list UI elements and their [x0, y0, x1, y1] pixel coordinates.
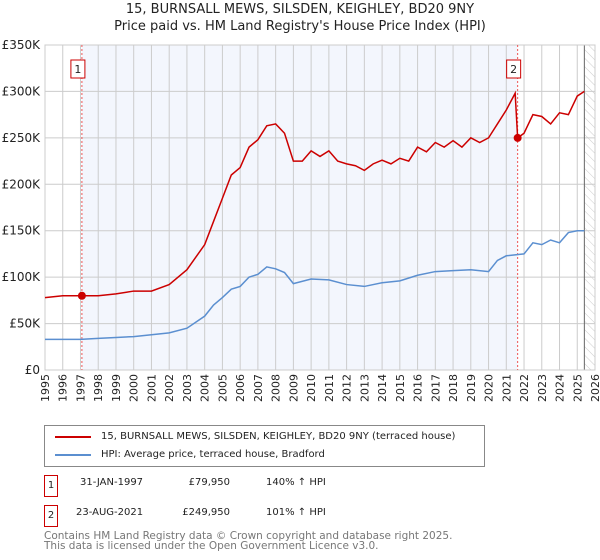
x-tick-label: 2016 [412, 374, 425, 402]
x-tick-label: 1996 [57, 374, 70, 402]
y-tick-label: £50K [9, 317, 41, 331]
chart-subtitle: Price paid vs. HM Land Registry's House … [114, 19, 486, 34]
series-line [45, 229, 585, 341]
footer-line: Contains HM Land Registry data © Crown c… [44, 530, 453, 542]
x-tick-label: 2020 [483, 374, 496, 402]
x-tick-label: 2025 [571, 374, 584, 402]
x-tick-label: 2006 [234, 374, 247, 402]
sale-hpi: 140% ↑ HPI [266, 477, 326, 488]
y-tick-label: £0 [25, 363, 40, 377]
x-tick-label: 2009 [287, 374, 300, 402]
x-tick-label: 2003 [181, 374, 194, 402]
forecast-hatch [584, 45, 595, 370]
x-tick-label: 2002 [163, 374, 176, 402]
footer: Contains HM Land Registry data © Crown c… [44, 530, 453, 552]
annotation-box [506, 59, 522, 79]
x-tick-label: 2000 [128, 374, 141, 402]
footer-line: This data is licensed under the Open Gov… [44, 540, 379, 552]
annotation-label: 2 [510, 63, 517, 76]
legend: 15, BURNSALL MEWS, SILSDEN, KEIGHLEY, BD… [44, 425, 485, 467]
x-tick-label: 2014 [376, 374, 389, 402]
sale-date: 23-AUG-2021 [76, 507, 144, 518]
plot-frame [44, 44, 596, 371]
chart-title: 15, BURNSALL MEWS, SILSDEN, KEIGHLEY, BD… [125, 2, 475, 17]
shaded-period [81, 45, 518, 370]
annotation-label: 1 [74, 63, 81, 76]
legend-item-hpi: HPI: Average price, terraced house, Brad… [55, 449, 325, 460]
x-tick-label: 2021 [500, 374, 513, 402]
x-tick-label: 2008 [270, 374, 283, 402]
x-tick-label: 1998 [92, 374, 105, 402]
x-tick-label: 2013 [358, 374, 371, 402]
x-tick-label: 1995 [39, 374, 52, 402]
x-tick-label: 1997 [74, 374, 87, 402]
x-tick-label: 2001 [145, 374, 158, 402]
legend-item-property: 15, BURNSALL MEWS, SILSDEN, KEIGHLEY, BD… [55, 431, 455, 442]
y-tick-label: £100K [2, 270, 42, 284]
price-chart: £0 £50K £100K £150K £200K £250K £300K £350K 1995… [2, 38, 600, 402]
x-tick-label: 2007 [252, 374, 265, 402]
x-tick-label: 2015 [394, 374, 407, 402]
legend-swatch-red [55, 435, 91, 438]
sale-price: £79,950 [188, 477, 230, 488]
x-tick-label: 2018 [447, 374, 460, 402]
x-tick-label: 2011 [323, 374, 336, 402]
series-line [44, 90, 585, 299]
sale-marker-1: 1 [44, 475, 58, 497]
annotation-box [70, 59, 86, 79]
y-tick-label: £150K [2, 224, 42, 238]
sale-price: £249,950 [182, 507, 230, 518]
x-tick-label: 2019 [465, 374, 478, 402]
x-tick-label: 2026 [589, 374, 600, 402]
sale-marker-2: 2 [44, 505, 58, 527]
x-tick-label: 2010 [305, 374, 318, 402]
x-tick-label: 2004 [199, 374, 212, 402]
x-tick-label: 2024 [554, 374, 567, 402]
x-tick-label: 2022 [518, 374, 531, 402]
sale-date: 31-JAN-1997 [80, 477, 144, 488]
x-tick-label: 2017 [429, 374, 442, 402]
legend-label: 15, BURNSALL MEWS, SILSDEN, KEIGHLEY, BD… [101, 431, 456, 442]
x-tick-label: 1999 [110, 374, 123, 402]
x-tick-label: 2023 [536, 374, 549, 402]
y-tick-label: £300K [2, 84, 42, 98]
legend-swatch-blue [55, 453, 91, 456]
sale-point [513, 133, 522, 142]
legend-label: HPI: Average price, terraced house, Brad… [101, 449, 325, 460]
y-tick-label: £350K [2, 38, 42, 52]
sale-point [77, 291, 86, 300]
x-tick-label: 2012 [341, 374, 354, 402]
y-tick-label: £200K [2, 177, 42, 191]
x-tick-label: 2005 [216, 374, 229, 402]
y-tick-label: £250K [2, 131, 42, 145]
sale-hpi: 101% ↑ HPI [266, 507, 326, 518]
